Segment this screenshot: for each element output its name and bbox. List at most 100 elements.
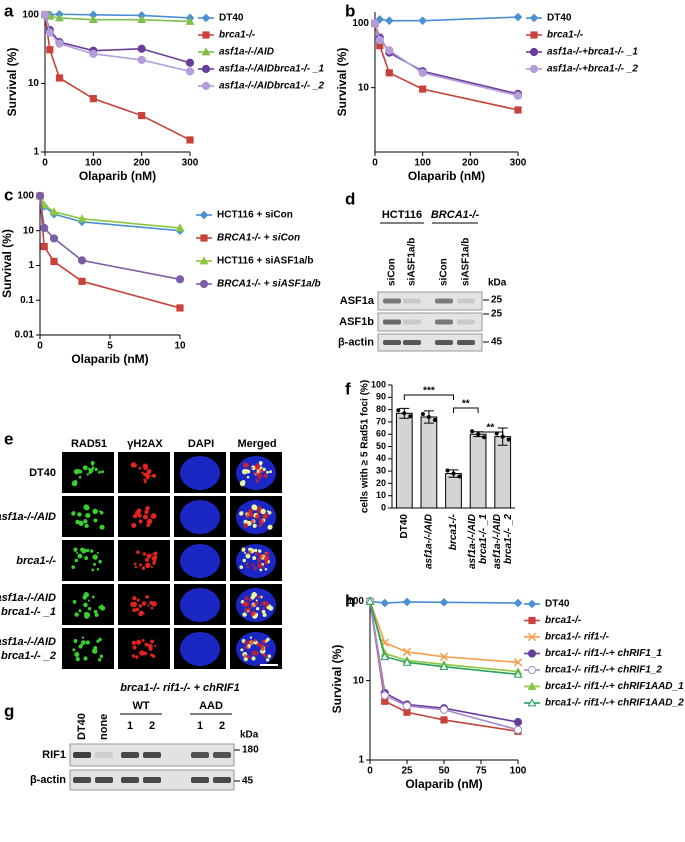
replicate-dot — [506, 437, 511, 442]
y-tick-label: 0.01 — [15, 330, 35, 341]
lane-label: 2 — [149, 720, 155, 732]
focus — [261, 640, 265, 643]
focus — [251, 656, 256, 661]
focus — [139, 563, 143, 567]
marker — [418, 68, 427, 77]
legend-label: HCT116 + siCon — [217, 210, 293, 221]
marker — [419, 85, 427, 93]
focus — [143, 478, 147, 482]
marker — [77, 214, 87, 223]
panel-label: g — [4, 701, 14, 720]
focus — [244, 601, 250, 607]
series-line — [44, 14, 191, 141]
focus — [84, 611, 89, 617]
focus — [239, 565, 244, 569]
series-line — [374, 23, 519, 111]
marker — [384, 16, 394, 25]
focus — [133, 562, 137, 566]
focus — [265, 552, 268, 555]
legend-label: brca1-/- rif1-/- — [545, 632, 610, 643]
replicate-dot — [396, 408, 401, 413]
series-line — [39, 195, 181, 229]
legend-marker — [528, 616, 536, 625]
series-line — [374, 23, 519, 95]
band — [73, 777, 91, 783]
focus — [265, 555, 270, 560]
focus — [146, 553, 152, 559]
legend-label: asf1a-/-+brca1-/- _2 — [547, 64, 638, 75]
focus — [98, 559, 102, 564]
focus — [243, 522, 249, 528]
focus — [74, 558, 79, 563]
focus — [267, 654, 272, 659]
focus — [255, 472, 261, 478]
marker — [439, 652, 449, 661]
micrograph — [230, 496, 282, 537]
focus — [87, 606, 92, 611]
y-tick-label: 10 — [23, 225, 35, 236]
focus — [75, 656, 80, 662]
panel-label: a — [4, 1, 14, 20]
y-tick-label: 70 — [376, 416, 386, 426]
marker — [513, 725, 523, 734]
focus — [266, 470, 269, 474]
focus — [75, 519, 80, 525]
focus — [142, 552, 147, 556]
replicate-dot — [426, 414, 431, 419]
legend-marker — [199, 279, 209, 289]
series-line — [45, 13, 191, 19]
focus — [266, 644, 269, 648]
row-label: β-actin — [338, 336, 374, 348]
y-tick-label: 30 — [376, 465, 386, 475]
marker — [385, 69, 393, 77]
micrograph — [62, 584, 114, 625]
micrograph — [118, 496, 170, 537]
focus — [72, 648, 76, 652]
focus — [133, 514, 138, 519]
legend-label: asf1a-/-/AIDbrca1-/- _2 — [219, 81, 324, 92]
legend-label: asf1a-/-+brca1-/- _1 — [547, 47, 638, 58]
row-label: ASF1a — [340, 295, 375, 307]
y-tick-label: 0 — [381, 502, 386, 512]
row-label: brca1-/- — [16, 555, 56, 567]
focus — [245, 553, 251, 559]
lane-label: siASF1a/b — [407, 238, 418, 286]
panel-label: f — [345, 379, 351, 398]
micrograph — [118, 540, 170, 581]
focus — [132, 645, 137, 650]
focus — [144, 557, 149, 562]
focus — [259, 462, 262, 466]
focus — [259, 466, 263, 470]
focus — [83, 602, 88, 608]
focus — [71, 511, 76, 516]
column-label: γH2AX — [127, 438, 163, 450]
legend-label: brca1-/- rif1-/-+ chRIF1AAD_2 — [545, 698, 684, 709]
x-tick-label: brca1-/- _1 — [478, 514, 489, 564]
marker — [439, 662, 449, 671]
marker — [89, 49, 98, 58]
focus — [74, 549, 77, 552]
focus — [145, 595, 149, 599]
focus — [153, 555, 158, 560]
marker — [78, 277, 86, 285]
focus — [91, 462, 94, 466]
nucleus — [180, 632, 220, 666]
micrograph — [230, 452, 282, 493]
significance-label: *** — [423, 386, 435, 397]
focus — [260, 646, 265, 651]
kda-label: 180 — [242, 745, 259, 756]
band — [403, 340, 421, 345]
focus — [74, 651, 80, 658]
focus — [153, 552, 156, 555]
focus — [257, 562, 263, 568]
legend-marker — [201, 81, 211, 91]
focus — [139, 610, 144, 615]
marker — [380, 691, 389, 700]
x-tick-label: 75 — [475, 766, 487, 777]
focus — [91, 568, 95, 572]
marker — [175, 223, 185, 232]
focus — [132, 595, 137, 601]
marker — [403, 708, 411, 716]
focus — [253, 566, 258, 571]
focus — [151, 474, 155, 478]
